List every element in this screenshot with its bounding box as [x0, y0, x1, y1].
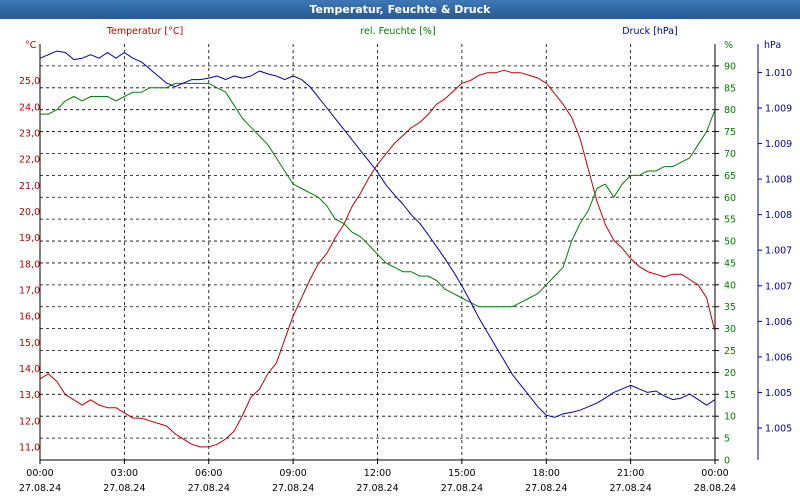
- humidity-tick-label: 0: [724, 456, 730, 467]
- legend-label: rel. Feuchte [%]: [360, 26, 435, 37]
- series-line-rel-feuchte: [40, 82, 716, 308]
- humidity-tick-label: 75: [724, 127, 736, 138]
- x-tick-time: 21:00: [617, 468, 644, 479]
- x-tick-date: 27.08.24: [188, 483, 230, 494]
- pressure-tick-label: 1.006: [765, 317, 792, 328]
- temperature-tick-label: 14,0: [19, 364, 40, 375]
- humidity-tick-label: 85: [724, 83, 736, 94]
- x-tick-time: 06:00: [195, 468, 222, 479]
- x-tick-date: 27.08.24: [103, 483, 145, 494]
- temperature-tick-label: 21,0: [19, 181, 40, 192]
- series-layer: [39, 50, 716, 448]
- temperature-tick-label: 13,0: [19, 390, 40, 401]
- temperature-tick-label: 15,0: [19, 338, 40, 349]
- x-tick-date: 27.08.24: [356, 483, 398, 494]
- temperature-tick-label: 19,0: [19, 233, 40, 244]
- x-tick-time: 15:00: [448, 468, 475, 479]
- temperature-tick-label: 20,0: [19, 207, 40, 218]
- humidity-tick-label: 25: [724, 346, 736, 357]
- pressure-tick-label: 1.009: [765, 104, 792, 115]
- x-tick-date: 28.08.24: [694, 483, 736, 494]
- humidity-tick-label: 65: [724, 171, 736, 182]
- humidity-tick-label: 10: [724, 412, 736, 423]
- legend-label: Temperatur [°C]: [106, 26, 183, 37]
- left-axis-unit: °C: [25, 40, 37, 51]
- pressure-tick-label: 1.008: [765, 210, 792, 221]
- pressure-tick-label: 1.006: [765, 352, 792, 363]
- x-tick-time: 18:00: [533, 468, 560, 479]
- temperature-tick-label: 12,0: [19, 416, 40, 427]
- pressure-tick-label: 1.010: [765, 68, 792, 79]
- pressure-axis-unit: hPa: [764, 40, 781, 51]
- x-tick-time: 00:00: [701, 468, 728, 479]
- x-tick-time: 09:00: [279, 468, 306, 479]
- x-tick-time: 03:00: [111, 468, 138, 479]
- temperature-tick-label: 11,0: [19, 442, 40, 453]
- temperature-tick-label: 17,0: [19, 285, 40, 296]
- humidity-tick-label: 20: [724, 368, 736, 379]
- humidity-tick-label: 70: [724, 149, 736, 160]
- pressure-tick-label: 1.007: [765, 281, 792, 292]
- pressure-tick-label: 1.008: [765, 175, 792, 186]
- grid: [40, 44, 715, 460]
- x-tick-date: 27.08.24: [441, 483, 483, 494]
- humidity-tick-label: 55: [724, 215, 736, 226]
- humidity-tick-label: 60: [724, 193, 736, 204]
- humidity-tick-label: 35: [724, 302, 736, 313]
- axes: [39, 44, 762, 464]
- axis-labels: Temperatur [°C] rel. Feuchte [%] Druck [hP…: [19, 26, 792, 494]
- x-tick-date: 27.08.24: [19, 483, 61, 494]
- humidity-tick-label: 15: [724, 390, 736, 401]
- pressure-tick-label: 1.007: [765, 246, 792, 257]
- temperature-tick-label: 22,0: [19, 155, 40, 166]
- humidity-axis-unit: %: [724, 40, 733, 51]
- humidity-tick-label: 80: [724, 105, 736, 116]
- x-tick-date: 27.08.24: [525, 483, 567, 494]
- series-line-temperatur: [39, 69, 716, 448]
- humidity-tick-label: 5: [724, 434, 730, 445]
- temperature-tick-label: 24,0: [19, 102, 40, 113]
- legend-label: Druck [hPa]: [622, 26, 678, 37]
- temperature-tick-label: 18,0: [19, 259, 40, 270]
- temperature-tick-label: 25,0: [19, 76, 40, 87]
- x-tick-date: 27.08.24: [609, 483, 651, 494]
- pressure-tick-label: 1.005: [765, 388, 792, 399]
- temperature-tick-label: 23,0: [19, 128, 40, 139]
- x-tick-date: 27.08.24: [272, 483, 314, 494]
- pressure-tick-label: 1.009: [765, 139, 792, 150]
- chart-title: Temperatur, Feuchte & Druck: [0, 0, 800, 19]
- pressure-tick-label: 1.005: [765, 424, 792, 435]
- humidity-tick-label: 30: [724, 324, 736, 335]
- x-tick-time: 00:00: [26, 468, 53, 479]
- series-line-druck: [39, 50, 716, 418]
- humidity-tick-label: 50: [724, 237, 736, 248]
- humidity-tick-label: 40: [724, 280, 736, 291]
- x-tick-time: 12:00: [364, 468, 391, 479]
- humidity-tick-label: 45: [724, 258, 736, 269]
- humidity-tick-label: 90: [724, 61, 736, 72]
- temperature-tick-label: 16,0: [19, 312, 40, 323]
